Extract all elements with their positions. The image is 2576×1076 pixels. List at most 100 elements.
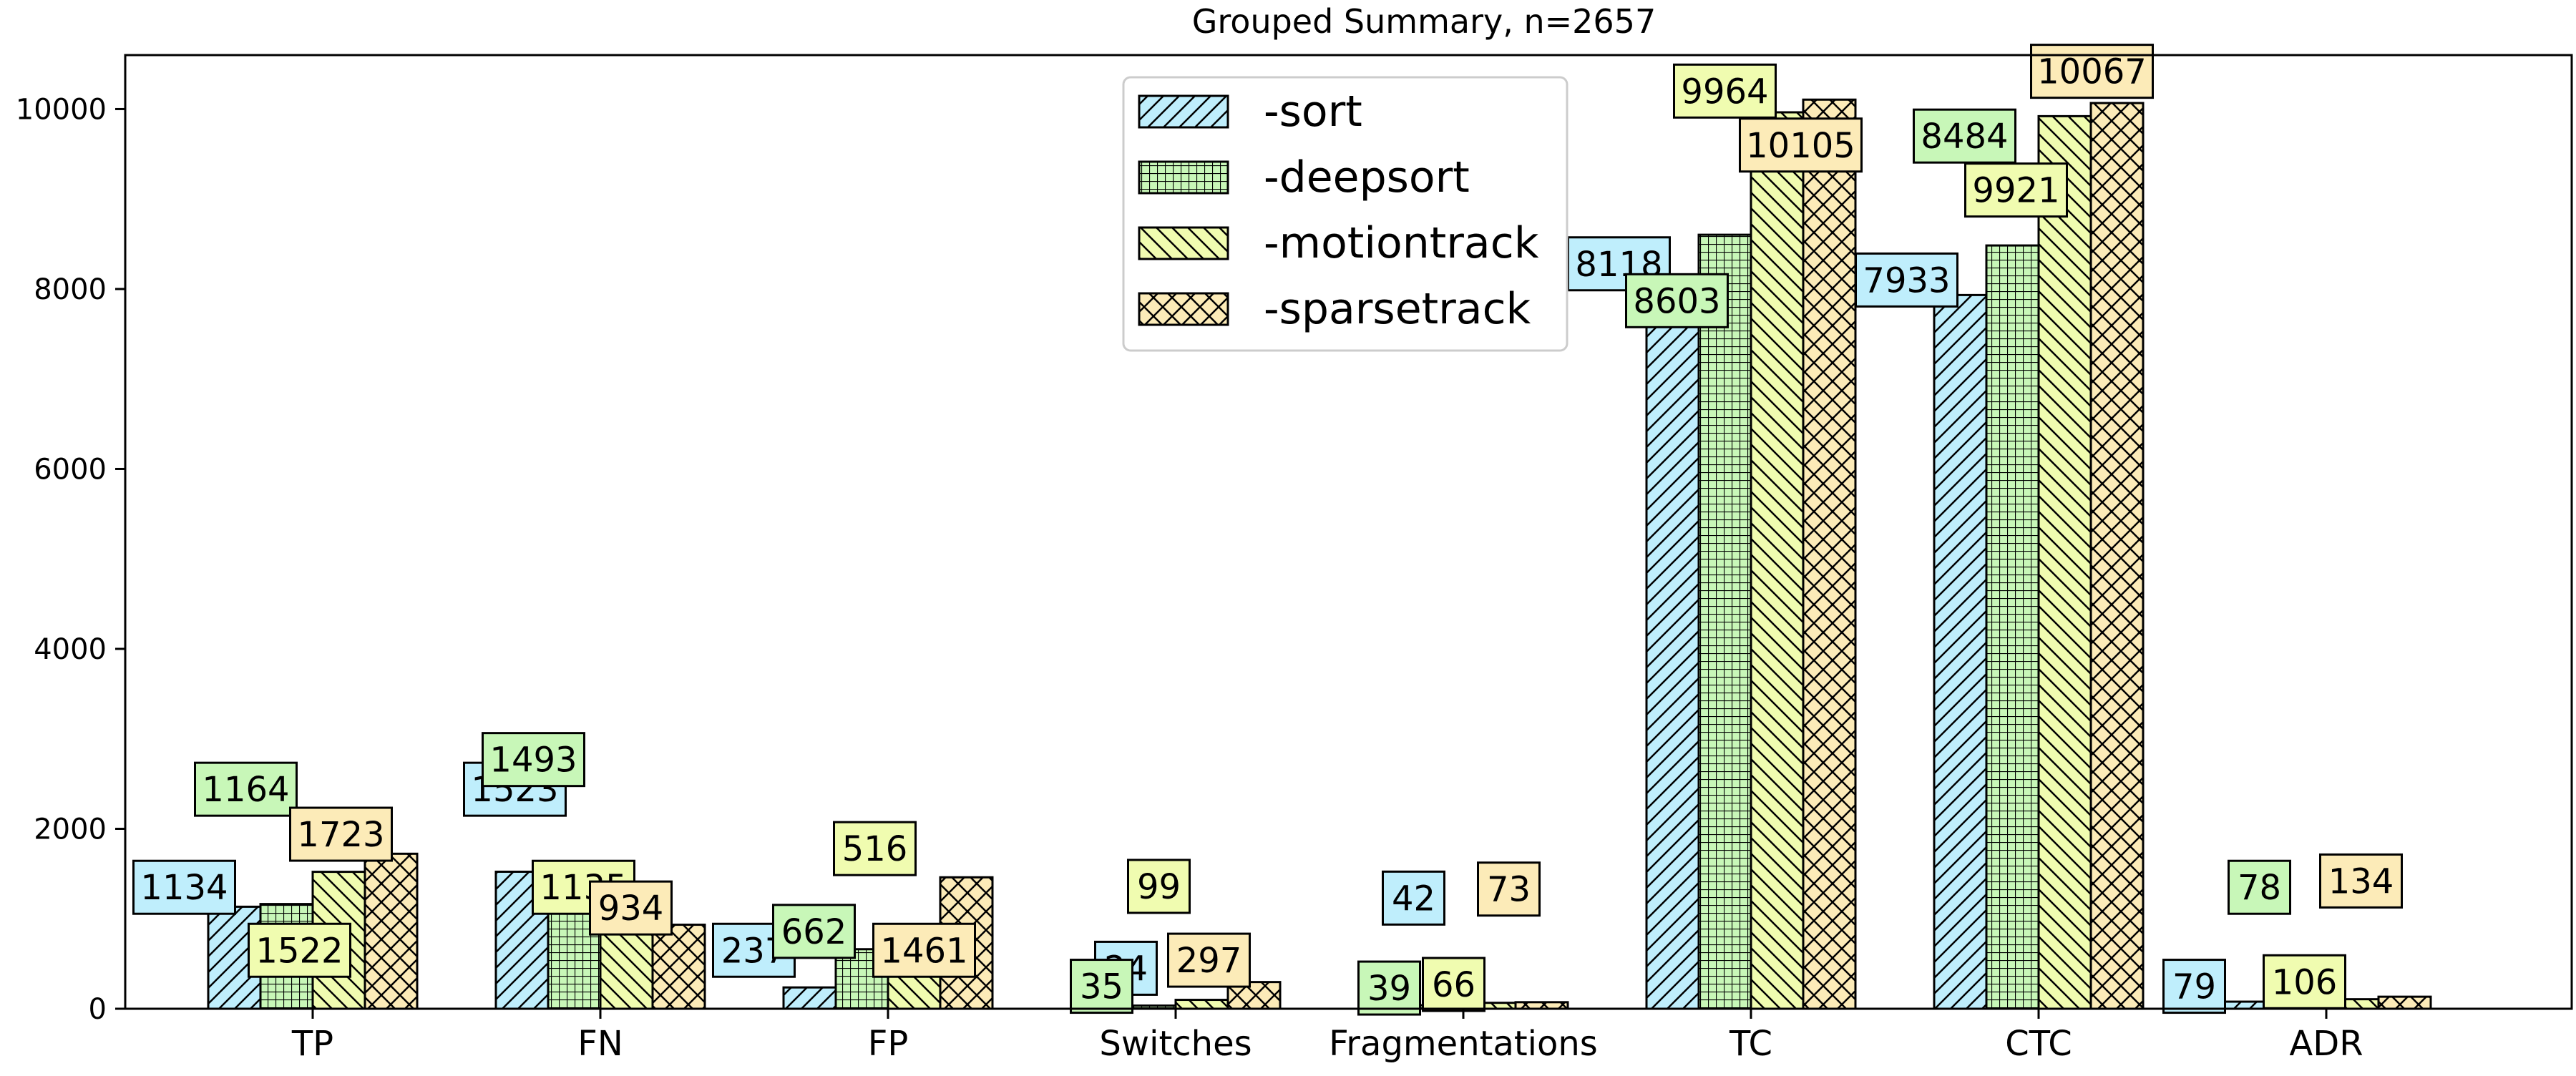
data-label-motiontrack-fp: 516 <box>833 821 917 876</box>
data-label-sort-ctc: 7933 <box>1855 252 1958 308</box>
data-label-text: 73 <box>1487 870 1531 910</box>
legend-item-motiontrack: -motiontrack <box>1138 218 1539 268</box>
data-label-text: 1461 <box>880 931 967 971</box>
legend-frame <box>1122 76 1568 352</box>
legend-item-deepsort: -deepsort <box>1138 152 1470 202</box>
x-tick-label-fragmentations: Fragmentations <box>1329 1024 1598 1064</box>
data-label-box <box>1625 273 1729 328</box>
data-label-text: 1723 <box>297 815 384 855</box>
legend-swatch <box>1138 226 1229 260</box>
data-label-text: 10067 <box>2037 52 2147 92</box>
data-label-box <box>1739 117 1863 173</box>
x-tick-label-tp: TP <box>291 1024 333 1064</box>
x-tick-label-adr: ADR <box>2289 1024 2363 1064</box>
data-label-deepsort-fp: 662 <box>772 904 856 959</box>
legend-label: -sort <box>1264 87 1362 137</box>
data-label-text: 35 <box>1080 967 1123 1007</box>
data-label-sort-tp: 1134 <box>132 859 236 915</box>
data-label-box <box>2030 44 2154 99</box>
plot-frame <box>124 54 2573 1010</box>
data-label-sparsetrack-switches: 297 <box>1167 932 1251 988</box>
data-label-motiontrack-tc: 9964 <box>1673 63 1777 119</box>
bar-deepsort-tc <box>1697 233 1752 1010</box>
data-label-motiontrack-adr: 106 <box>2263 954 2346 1009</box>
bar-sparsetrack-tp <box>364 852 419 1010</box>
legend-swatch <box>1138 160 1229 195</box>
x-tick-label-tc: TC <box>1729 1024 1772 1064</box>
bars-layer <box>207 98 2432 1010</box>
y-tick-label: 6000 <box>34 453 107 486</box>
data-label-text: 8603 <box>1633 281 1720 321</box>
bar-sparsetrack-adr <box>2377 995 2432 1010</box>
data-label-text: 8484 <box>1921 117 2008 157</box>
bar-motiontrack-ctc <box>2037 114 2092 1010</box>
data-label-sort-fragmentations: 42 <box>1382 870 1445 926</box>
data-label-box <box>194 761 298 817</box>
data-label-text: 1522 <box>255 931 343 971</box>
data-label-deepsort-tp: 1164 <box>194 761 298 817</box>
bar-sort-fp <box>782 986 837 1010</box>
bar-sparsetrack-switches <box>1226 981 1282 1010</box>
bar-sparsetrack-ctc <box>2089 102 2145 1010</box>
data-label-deepsort-ctc: 8484 <box>1913 108 2016 164</box>
bar-sparsetrack-fn <box>651 924 706 1010</box>
data-label-motiontrack-switches: 99 <box>1127 859 1191 914</box>
data-label-box <box>2319 853 2403 909</box>
data-label-sparsetrack-adr: 134 <box>2319 853 2403 909</box>
data-label-box <box>589 880 673 936</box>
data-label-text: 79 <box>2172 967 2216 1007</box>
data-label-text: 10105 <box>1746 126 1855 166</box>
bar-sort-tc <box>1645 277 1700 1010</box>
data-label-box <box>1167 932 1251 988</box>
x-tick-label-fn: FN <box>577 1024 623 1064</box>
bar-sort-ctc <box>1933 293 1988 1010</box>
legend-label: -deepsort <box>1264 152 1470 202</box>
legend-item-sparsetrack: -sparsetrack <box>1138 284 1531 334</box>
legend-swatch <box>1138 94 1229 129</box>
data-label-sparsetrack-ctc: 10067 <box>2030 44 2154 99</box>
data-label-deepsort-tc: 8603 <box>1625 273 1729 328</box>
data-label-text: 106 <box>2272 962 2338 1002</box>
data-label-text: 662 <box>781 912 847 952</box>
data-label-box <box>482 732 585 788</box>
axes-layer: 0 2000 4000 6000 8000 10000 TP FN FP Switches Frag… <box>16 93 2363 1064</box>
data-label-box <box>248 922 351 978</box>
data-label-box <box>1422 957 1485 1012</box>
data-label-text: 1493 <box>489 740 577 781</box>
data-label-sparsetrack-tp: 1723 <box>289 806 393 862</box>
data-label-text: 1164 <box>202 770 289 810</box>
data-label-box <box>1855 252 1958 308</box>
data-label-motiontrack-ctc: 9921 <box>1964 162 2068 218</box>
bar-deepsort-ctc <box>1985 244 2040 1010</box>
data-label-box <box>2162 959 2226 1014</box>
data-label-box <box>289 806 393 862</box>
data-label-box <box>1127 859 1191 914</box>
data-label-text: 134 <box>2328 861 2394 901</box>
data-label-box <box>1382 870 1445 926</box>
data-label-box <box>1357 960 1421 1016</box>
y-tick-label: 0 <box>89 993 107 1026</box>
data-label-deepsort-fragmentations: 39 <box>1357 960 1421 1016</box>
data-label-box <box>132 859 236 915</box>
y-tick-label: 2000 <box>34 813 107 846</box>
data-label-text: 9964 <box>1681 72 1768 112</box>
data-label-text: 78 <box>2238 868 2281 908</box>
data-label-box <box>1673 63 1777 119</box>
data-labels-layer: 1134152323724428118793379116414936623539… <box>132 44 2403 1016</box>
data-label-text: 1134 <box>140 868 228 908</box>
data-label-box <box>1913 108 2016 164</box>
bar-motiontrack-switches <box>1174 999 1229 1010</box>
data-label-box <box>2228 859 2291 915</box>
legend-item-sort: -sort <box>1138 87 1362 137</box>
y-tick-label: 10000 <box>16 93 107 126</box>
data-label-sparsetrack-fn: 934 <box>589 880 673 936</box>
data-label-text: 934 <box>598 889 664 929</box>
data-label-text: 66 <box>1432 965 1475 1005</box>
data-label-deepsort-fn: 1493 <box>482 732 585 788</box>
data-label-motiontrack-fragmentations: 66 <box>1422 957 1485 1012</box>
data-label-text: 9921 <box>1972 171 2059 211</box>
y-tick-label: 4000 <box>34 633 107 666</box>
data-label-sparsetrack-tc: 10105 <box>1739 117 1863 173</box>
x-tick-label-switches: Switches <box>1099 1024 1252 1064</box>
